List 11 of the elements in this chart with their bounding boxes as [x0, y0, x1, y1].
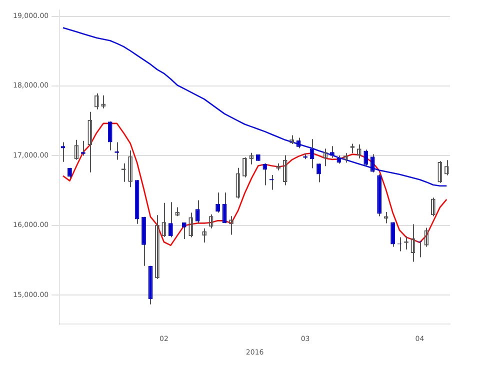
- candlestick: [182, 222, 186, 240]
- candlestick: [262, 162, 268, 186]
- candlestick: [364, 149, 368, 166]
- candlestick: [330, 146, 334, 158]
- candlestick: [168, 202, 173, 238]
- candlestick: [216, 192, 220, 214]
- candlestick: [370, 154, 375, 173]
- candlestick: [316, 163, 321, 183]
- candlestick: [108, 120, 112, 151]
- candlestick: [390, 222, 395, 248]
- candlestick: [195, 200, 200, 224]
